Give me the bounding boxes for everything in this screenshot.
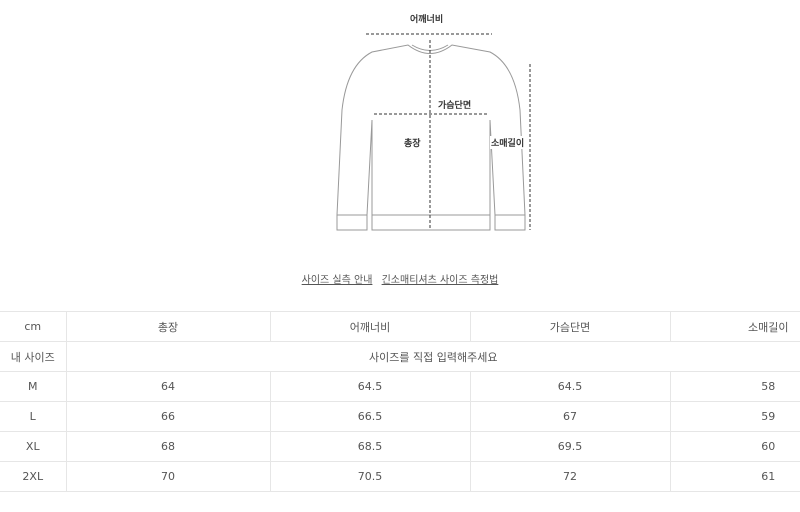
header-cell: cm bbox=[0, 311, 67, 342]
size-cell: M bbox=[0, 371, 67, 402]
value-cell: 64.5 bbox=[269, 371, 471, 402]
my-size-label: 내 사이즈 bbox=[0, 341, 67, 372]
value-cell: 70 bbox=[65, 461, 271, 492]
size-cell: L bbox=[0, 401, 67, 432]
my-size-row: 내 사이즈 사이즈를 직접 입력해주세요 bbox=[0, 341, 800, 372]
header-cell: 가슴단면 bbox=[469, 311, 671, 342]
header-cell: 어깨너비 bbox=[269, 311, 471, 342]
value-cell: 66.5 bbox=[269, 401, 471, 432]
value-cell: 69.5 bbox=[469, 431, 671, 462]
my-size-input[interactable]: 사이즈를 직접 입력해주세요 bbox=[65, 341, 800, 372]
table-row: XL 68 68.5 69.5 60 bbox=[0, 431, 800, 462]
table-row: 2XL 70 70.5 72 61 bbox=[0, 461, 800, 492]
value-cell: 64.5 bbox=[469, 371, 671, 402]
header-cell: 소매길이 bbox=[669, 311, 800, 342]
shoulder-label: 어깨너비 bbox=[409, 12, 445, 25]
size-cell: XL bbox=[0, 431, 67, 462]
length-label: 총장 bbox=[403, 136, 422, 149]
value-cell: 72 bbox=[469, 461, 671, 492]
value-cell: 66 bbox=[65, 401, 271, 432]
size-table: cm 총장 어깨너비 가슴단면 소매길이 내 사이즈 사이즈를 직접 입력해주세… bbox=[0, 311, 800, 492]
table-row: M 64 64.5 64.5 58 bbox=[0, 371, 800, 402]
value-cell: 70.5 bbox=[269, 461, 471, 492]
table-header-row: cm 총장 어깨너비 가슴단면 소매길이 bbox=[0, 311, 800, 342]
header-cell: 총장 bbox=[65, 311, 271, 342]
value-cell: 67 bbox=[469, 401, 671, 432]
measure-method-link[interactable]: 긴소매티셔츠 사이즈 측정법 bbox=[381, 275, 499, 286]
guide-links: 사이즈 실측 안내 긴소매티셔츠 사이즈 측정법 bbox=[0, 271, 800, 286]
measurement-diagram: 어깨너비 가슴단면 총장 소매길이 bbox=[336, 12, 531, 231]
value-cell: 61 bbox=[669, 461, 800, 492]
value-cell: 68 bbox=[65, 431, 271, 462]
value-cell: 64 bbox=[65, 371, 271, 402]
sleeve-label: 소매길이 bbox=[490, 136, 526, 149]
size-guide-link[interactable]: 사이즈 실측 안내 bbox=[301, 275, 373, 286]
sweater-illustration bbox=[336, 33, 531, 231]
value-cell: 58 bbox=[669, 371, 800, 402]
chest-label: 가슴단면 bbox=[437, 98, 473, 111]
value-cell: 60 bbox=[669, 431, 800, 462]
size-cell: 2XL bbox=[0, 461, 67, 492]
table-row: L 66 66.5 67 59 bbox=[0, 401, 800, 432]
value-cell: 59 bbox=[669, 401, 800, 432]
value-cell: 68.5 bbox=[269, 431, 471, 462]
